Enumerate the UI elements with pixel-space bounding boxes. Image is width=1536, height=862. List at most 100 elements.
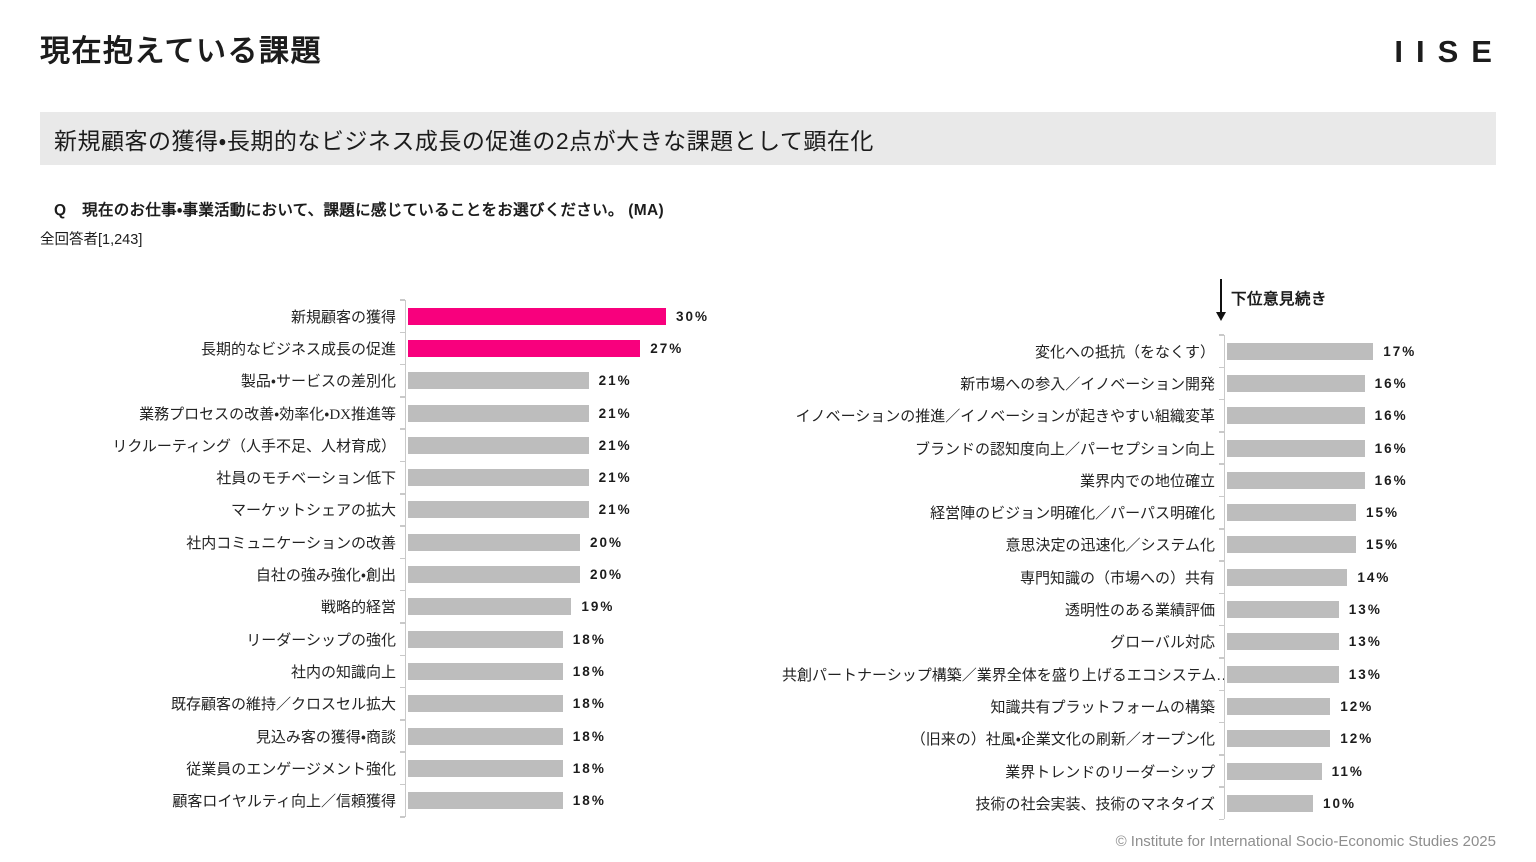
bar-plot-area: 10% [1218,786,1474,821]
bar-value-label: 12% [1340,731,1374,747]
page-title: 現在抱えている課題 [40,35,322,68]
bar-category-label: 業務プロセスの改善・効率化・DX推進等 [139,406,396,423]
bar-category-label: 従業員のエンゲージメント強化 [186,761,396,778]
chart-row: 戦略的経営 19% [40,589,735,623]
bar [1227,697,1331,715]
bar-category-label: 社内の知識向上 [290,664,396,681]
bar-category-label: リーダーシップの強化 [246,632,396,649]
chart-row: 業界内での地位確立 16% [782,463,1474,497]
bar-category-label: 見込み客の獲得・商談 [255,729,396,746]
bar [1227,665,1339,683]
bar [1227,471,1365,489]
bar [408,469,589,487]
chart-row: 既存顧客の維持／クロスセル拡大 18% [40,686,735,720]
bar-plot-area: 18% [399,783,735,818]
bar-plot-area: 13% [1218,592,1474,626]
chart-row: 見込み客の獲得・商談 18% [40,719,735,753]
chart-row: リーダーシップの強化 18% [40,622,735,656]
bar [408,501,589,519]
bar [408,727,563,745]
bar-value-label: 16% [1374,408,1408,424]
chart-row: （旧来の）社風・企業文化の刷新／オープン化 12% [782,721,1474,755]
bar-value-label: 18% [572,793,606,809]
chart-row: 経営陣のビジョン明確化／パーパス明確化 15% [782,495,1474,529]
bar-category-label: 共創パートナーシップ構築／業界全体を盛り上げるエコシステム… [782,667,1232,684]
bar-plot-area: 11% [1218,754,1474,788]
continuation-label: 下位意見続き [1231,291,1328,308]
bar-plot-area: 17% [1218,334,1474,368]
chart-row: 知識共有プラットフォームの構築 12% [782,689,1474,723]
bar-value-label: 15% [1366,537,1400,553]
bar-plot-area: 16% [1218,431,1474,465]
bar-category-label: 自社の強み強化・創出 [255,568,396,585]
bar-plot-area: 20% [399,557,735,591]
bar-value-label: 20% [590,534,624,550]
bar [408,598,572,616]
bar-plot-area: 18% [399,686,735,720]
bar-category-label: 経営陣のビジョン明確化／パーパス明確化 [930,506,1215,523]
bar-category-label: 変化への抵抗（をなくす） [1034,344,1215,361]
bar-plot-area: 15% [1218,495,1474,529]
chart-row: 社内コミュニケーションの改善 20% [40,525,735,559]
bar-category-label: 戦略的経営 [320,600,396,617]
bar-chart-lower-issues: 変化への抵抗（をなくす） 17% 新市場への参入／イノベーション開発 16% イノベーシ… [782,334,1474,821]
chart-row: 社内の知識向上 18% [40,654,735,688]
bar-plot-area: 30% [399,299,735,333]
bar [408,792,563,810]
bar-value-label: 18% [572,760,606,776]
bar-plot-area: 21% [399,460,735,494]
bar-value-label: 19% [581,599,615,615]
survey-question: Q 現在のお仕事・事業活動において、課題に感じていることをお選びください。 (M… [54,202,664,219]
bar-category-label: リクルーティング（人手不足、人材育成） [112,438,396,455]
bar-category-label: 社員のモチベーション低下 [216,471,396,488]
bar [1227,762,1322,780]
bar-value-label: 21% [598,373,632,389]
bar-value-label: 30% [676,308,710,324]
copyright-notice: © Institute for International Socio-Econ… [1115,833,1496,850]
bar-value-label: 21% [598,470,632,486]
bar-value-label: 15% [1366,505,1400,521]
bar [1227,536,1356,554]
chart-row: 新規顧客の獲得 30% [40,299,735,333]
bar-plot-area: 16% [1218,366,1474,400]
bar-plot-area: 14% [1218,560,1474,594]
chart-row: 従業員のエンゲージメント強化 18% [40,751,735,785]
bar-value-label: 12% [1340,698,1374,714]
bar-category-label: 技術の社会実装、技術のマネタイズ [975,796,1215,813]
bar-category-label: 顧客ロイヤルティ向上／信頼獲得 [172,794,396,811]
bar-value-label: 16% [1374,472,1408,488]
bar-plot-area: 18% [399,654,735,688]
bar-value-label: 21% [598,502,632,518]
bar [408,307,666,325]
bar-plot-area: 12% [1218,721,1474,755]
bar [1227,439,1365,457]
bar [408,533,580,551]
chart-row: 意思決定の迅速化／システム化 15% [782,528,1474,562]
bar-plot-area: 18% [399,622,735,656]
bar-value-label: 21% [598,437,632,453]
bar-category-label: マーケットシェアの拡大 [230,503,396,520]
bar-plot-area: 21% [399,396,735,430]
bar [408,662,563,680]
bar-value-label: 14% [1357,569,1391,585]
bar [408,339,641,357]
chart-row: ブランドの認知度向上／パーセプション向上 16% [782,431,1474,465]
bar-category-label: イノベーションの推進／イノベーションが起きやすい組織変革 [795,409,1215,426]
bar [1227,730,1331,748]
bar-category-label: 長期的なビジネス成長の促進 [200,341,396,358]
chart-row: リクルーティング（人手不足、人材育成） 21% [40,428,735,462]
bar-value-label: 18% [572,663,606,679]
bar [1227,374,1365,392]
bar [1227,794,1313,812]
bar [408,372,589,390]
bar-category-label: 意思決定の迅速化／システム化 [1005,538,1215,555]
bar [408,630,563,648]
chart-row: 製品・サービスの差別化 21% [40,363,735,397]
bar-category-label: 製品・サービスの差別化 [240,374,396,391]
bar-plot-area: 13% [1218,657,1474,691]
bar [408,436,589,454]
chart-row: 共創パートナーシップ構築／業界全体を盛り上げるエコシステム… 13% [782,657,1474,691]
bar-value-label: 17% [1383,343,1417,359]
bar-category-label: 既存顧客の維持／クロスセル拡大 [170,697,396,714]
